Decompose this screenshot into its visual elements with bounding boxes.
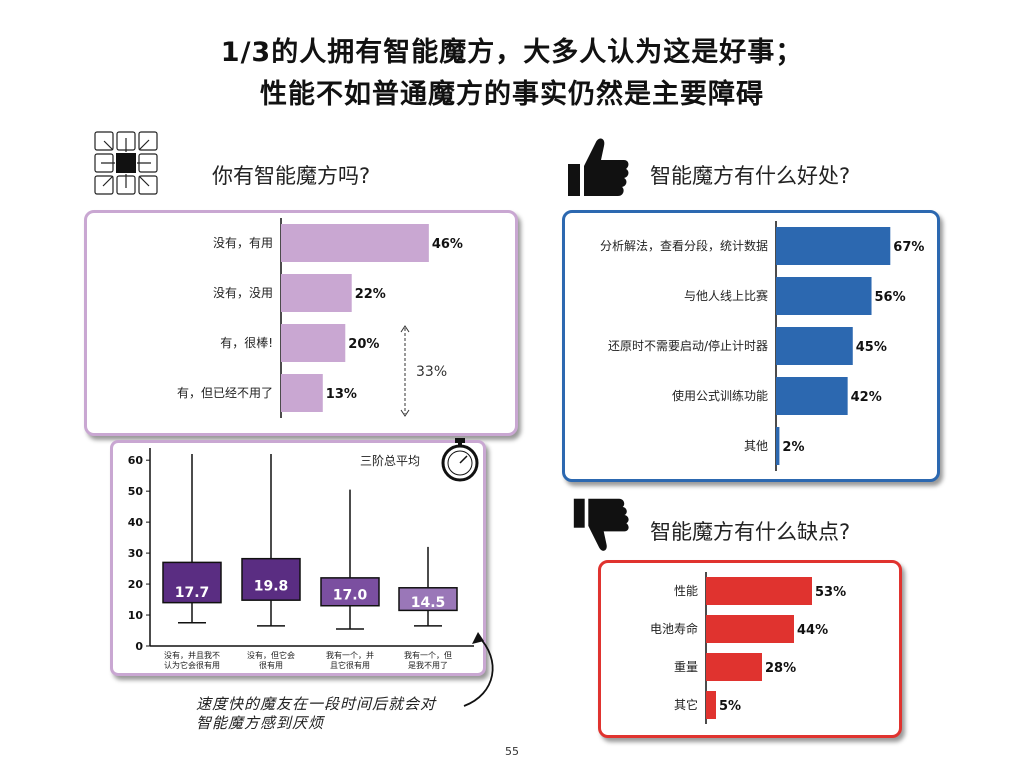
note-line-1: 速度快的魔友在一段时间后就会对 — [196, 695, 437, 713]
drawbacks-value-label: 44% — [797, 623, 828, 638]
benefits-category-label: 分析解法，查看分段，统计数据 — [600, 238, 768, 253]
own-bar — [281, 274, 352, 312]
boxplot-category-label: 没有，但它会很有用 — [247, 650, 295, 670]
boxplot-median-label: 19.8 — [254, 579, 289, 595]
own-bar — [281, 224, 429, 262]
note-line-2: 智能魔方感到厌烦 — [196, 714, 325, 732]
boxplot-category-label: 我有一个，但是我不用了 — [404, 650, 452, 670]
benefits-category-label: 与他人线上比赛 — [684, 288, 768, 303]
boxplot-caption: 三阶总平均 — [360, 454, 421, 468]
boxplot-box — [162, 561, 222, 604]
section-title-benefits: 智能魔方有什么好处? — [650, 164, 851, 188]
boxplot-box — [398, 587, 458, 612]
benefits-bar — [776, 277, 872, 315]
boxplot-y-tick-label: 0 — [135, 640, 143, 653]
drawbacks-bar — [706, 577, 812, 605]
benefits-value-label: 2% — [782, 440, 804, 455]
benefits-bar — [776, 427, 780, 465]
boxplot-y-tick-label: 30 — [128, 547, 144, 560]
circuit-cube-icon — [94, 131, 158, 195]
boxplot-median-label: 17.7 — [175, 585, 210, 601]
boxplot-y-tick-label: 20 — [128, 578, 144, 591]
drawbacks-bar — [706, 653, 762, 681]
boxplot-y-tick-label: 60 — [128, 454, 144, 467]
benefits-bar — [776, 377, 848, 415]
own-value-label: 20% — [348, 337, 379, 352]
boxplot-category-label: 没有，并且我不认为它会很有用 — [164, 650, 220, 670]
own-category-label: 有，但已经不用了 — [177, 386, 273, 400]
own-value-label: 22% — [355, 287, 386, 302]
section-title-drawbacks: 智能魔方有什么缺点? — [650, 520, 851, 544]
boxplot-chart: 0 10 20 30 40 50 60 17.7 没有，并且我不认为它会很有用 19.8 没有，但它… — [128, 448, 474, 670]
drawbacks-chart: 性能 53% 电池寿命 44% 重量 28% 其它 5% — [650, 572, 846, 724]
drawbacks-category-label: 重量 — [674, 660, 698, 674]
boxplot-y-tick-label: 50 — [128, 485, 144, 498]
bracket-33-label: 33% — [416, 364, 448, 380]
own-value-label: 13% — [326, 387, 357, 402]
drawbacks-bar — [706, 615, 794, 643]
bracket-33-arrow — [400, 325, 410, 417]
own-category-label: 没有，没用 — [213, 285, 273, 300]
boxplot-box — [241, 557, 301, 601]
drawbacks-category-label: 电池寿命 — [650, 621, 698, 636]
own-value-label: 46% — [432, 237, 463, 252]
benefits-value-label: 67% — [893, 240, 924, 255]
benefits-category-label: 还原时不需要启动/停止计时器 — [608, 338, 768, 353]
benefits-value-label: 42% — [851, 390, 882, 405]
curved-arrow-icon — [463, 632, 494, 707]
boxplot-category-label: 我有一个，并且它很有用 — [326, 650, 374, 670]
own-bar — [281, 324, 346, 362]
section-title-own: 你有智能魔方吗? — [212, 164, 371, 188]
drawbacks-category-label: 其它 — [674, 697, 698, 712]
benefits-value-label: 56% — [875, 290, 906, 305]
page-number: 55 — [505, 745, 519, 758]
drawbacks-value-label: 28% — [765, 661, 796, 676]
drawbacks-category-label: 性能 — [674, 584, 698, 598]
thumbs-down-icon — [573, 498, 629, 551]
benefits-bar — [776, 327, 853, 365]
own-chart: 没有，有用 46% 没有，没用 22% 有，很棒! 20% 有，但已经不用了 13% — [177, 218, 463, 418]
drawbacks-value-label: 53% — [815, 585, 846, 600]
benefits-chart: 分析解法，查看分段，统计数据 67% 与他人线上比赛 56% 还原时不需要启动/停止计时… — [600, 221, 924, 471]
benefits-bar — [776, 227, 891, 265]
own-bar — [281, 374, 323, 412]
boxplot-box — [320, 577, 380, 607]
boxplot-median-label: 17.0 — [333, 587, 368, 603]
boxplot-median-label: 14.5 — [411, 595, 446, 611]
benefits-value-label: 45% — [856, 340, 887, 355]
boxplot-y-tick-label: 10 — [128, 609, 144, 622]
boxplot-y-tick-label: 40 — [128, 516, 144, 529]
drawbacks-bar — [706, 691, 716, 719]
thumbs-up-icon — [568, 138, 629, 196]
stopwatch-icon — [441, 438, 479, 482]
page-title-line-2: 性能不如普通魔方的事实仍然是主要障碍 — [260, 79, 764, 110]
benefits-category-label: 使用公式训练功能 — [672, 388, 768, 403]
benefits-panel — [562, 210, 940, 482]
drawbacks-value-label: 5% — [719, 699, 741, 714]
benefits-category-label: 其他 — [744, 439, 768, 453]
page-title-line-1: 1/3的人拥有智能魔方，大多人认为这是好事； — [220, 37, 804, 68]
own-category-label: 有，很棒! — [220, 336, 273, 350]
own-category-label: 没有，有用 — [213, 235, 273, 250]
